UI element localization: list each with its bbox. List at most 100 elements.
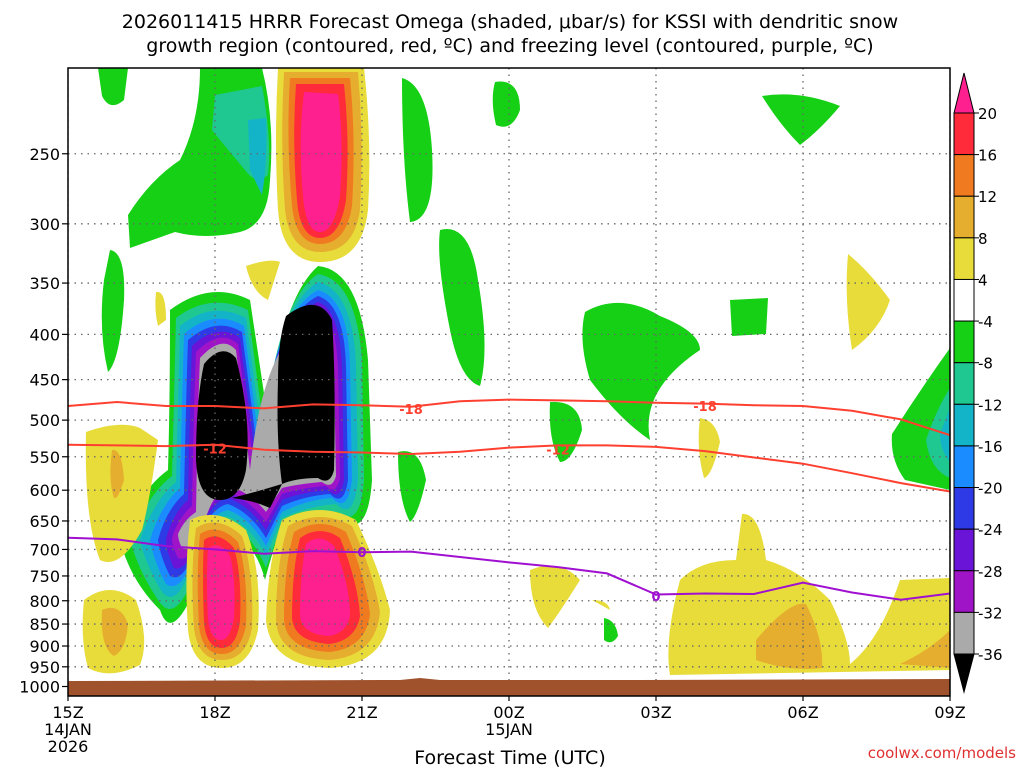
omega-cell-e xyxy=(439,229,485,386)
chart-title-line2: growth region (contoured, red, ºC) and f… xyxy=(146,35,873,57)
isotherm-line-0C xyxy=(68,536,950,601)
x-tick-sublabel-15Z: 14JAN xyxy=(44,720,92,739)
isotherm-line--12C xyxy=(68,443,950,493)
y-tick-label-1000: 1000 xyxy=(19,678,60,697)
y-tick-label-550: 550 xyxy=(29,448,60,467)
isotherm-label-0C-0: 0 xyxy=(357,546,366,561)
colorbar-tick-label--8: -8 xyxy=(978,355,993,373)
x-tick-label-09Z: 09Z xyxy=(934,703,965,722)
colorbar-swatch--4-4 xyxy=(953,278,975,322)
y-tick-label-400: 400 xyxy=(29,325,60,344)
omega-cell-y3 xyxy=(846,254,890,350)
colorbar-swatch--32--28 xyxy=(953,570,975,613)
x-tick-label-00Z: 00Z xyxy=(493,703,524,722)
colorbar-tick-label--12: -12 xyxy=(978,396,1003,414)
omega-low-descent-sfc-left-orange xyxy=(101,607,128,656)
chart-title-line1: 2026011415 HRRR Forecast Omega (shaded, … xyxy=(122,11,898,33)
colorbar-tick-label--32: -32 xyxy=(978,604,1003,622)
y-axis: 250 300 350 400 450 500 550 600 650 700 750 800 850 9… xyxy=(19,145,68,697)
terrain-ground xyxy=(68,678,950,696)
colorbar-swatch--28--24 xyxy=(953,528,975,572)
isotherm-label--18C-0: -18 xyxy=(399,403,423,418)
omega-cell-c xyxy=(402,78,433,222)
y-tick-label-950: 950 xyxy=(29,658,60,677)
x-tick-label-03Z: 03Z xyxy=(640,703,671,722)
y-tick-label-800: 800 xyxy=(29,592,60,611)
y-tick-label-900: 900 xyxy=(29,637,60,656)
isotherm-label--12C-1: -12 xyxy=(546,444,570,459)
x-tick-year-15Z: 2026 xyxy=(48,737,89,756)
omega-low-descent-late-yellow2 xyxy=(592,600,610,610)
y-tick-label-250: 250 xyxy=(29,145,60,164)
y-tick-label-300: 300 xyxy=(29,215,60,234)
omega-cell-l-core xyxy=(926,388,950,478)
colorbar-tick-label--16: -16 xyxy=(978,438,1003,456)
omega-region-upper-ascent-core2 xyxy=(248,118,267,195)
watermark: coolwx.com/models xyxy=(868,744,1016,762)
colorbar: 20 16 12 8 4 -4 -8 -12 -16 -20 -24 -28 -32 -36 xyxy=(953,72,1003,694)
colorbar-swatch--12--8 xyxy=(953,362,975,405)
colorbar-bottom-triangle xyxy=(953,653,975,694)
colorbar-tick-label--20: -20 xyxy=(978,480,1003,498)
omega-cell-y4 xyxy=(698,418,720,478)
colorbar-tick-label-12: 12 xyxy=(978,188,997,206)
x-tick-label-15Z: 15Z xyxy=(52,703,83,722)
omega-region-upper-descent-peak xyxy=(300,92,342,232)
omega-cell-y5 xyxy=(530,565,580,628)
y-tick-label-600: 600 xyxy=(29,481,60,500)
colorbar-swatch-4-8 xyxy=(953,237,975,280)
colorbar-swatch--24--20 xyxy=(953,487,975,530)
x-tick-label-06Z: 06Z xyxy=(787,703,818,722)
omega-mid-ascent-core-right xyxy=(277,304,335,484)
colorbar-tick-label--28: -28 xyxy=(978,563,1003,581)
y-tick-label-700: 700 xyxy=(29,540,60,559)
colorbar-swatch--20--16 xyxy=(953,445,975,489)
colorbar-tick-label--24: -24 xyxy=(978,521,1003,539)
omega-cell-b xyxy=(101,250,125,372)
omega-cell-y2 xyxy=(155,291,166,326)
colorbar-swatch--16--12 xyxy=(953,403,975,447)
isotherm-contours: -18 -18 -12 -12 0 0 xyxy=(68,398,950,605)
omega-low-descent-20z-peak xyxy=(300,538,350,636)
isotherm-line--18C xyxy=(68,398,950,437)
colorbar-tick-label-8: 8 xyxy=(978,230,988,248)
omega-low-descent-left-yellow xyxy=(85,424,158,562)
y-tick-label-650: 650 xyxy=(29,512,60,531)
isotherm-label--12C-0: -12 xyxy=(203,442,227,457)
omega-cell-h xyxy=(730,298,768,336)
y-tick-label-500: 500 xyxy=(29,411,60,430)
colorbar-swatch-12-16 xyxy=(953,154,975,197)
y-tick-label-350: 350 xyxy=(29,274,60,293)
x-tick-label-21Z: 21Z xyxy=(346,703,377,722)
y-tick-label-450: 450 xyxy=(29,371,60,390)
y-tick-label-850: 850 xyxy=(29,615,60,634)
omega-cell-f xyxy=(762,94,840,145)
isotherm-label--18C-1: -18 xyxy=(693,400,717,415)
omega-low-descent-late-yellow xyxy=(668,513,950,675)
x-tick-label-18Z: 18Z xyxy=(199,703,230,722)
omega-shading xyxy=(82,68,950,675)
omega-low-descent-late-orange2 xyxy=(900,630,950,668)
colorbar-swatch--8--4 xyxy=(953,320,975,364)
isotherm-label-0C-1: 0 xyxy=(651,590,660,605)
omega-cell-g xyxy=(582,302,700,440)
colorbar-swatch-8-12 xyxy=(953,195,975,239)
x-axis-label: Forecast Time (UTC) xyxy=(414,747,605,768)
x-tick-sublabel-00Z: 15JAN xyxy=(485,720,533,739)
y-tick-label-750: 750 xyxy=(29,567,60,586)
colorbar-tick-label-20: 20 xyxy=(978,105,997,123)
omega-low-descent-late-orange xyxy=(756,603,823,669)
colorbar-top-triangle xyxy=(953,72,975,114)
omega-cell-y1 xyxy=(246,260,280,300)
colorbar-tick-label-16: 16 xyxy=(978,147,997,165)
colorbar-swatch-16-20 xyxy=(953,112,975,156)
omega-mid-ascent-core-left xyxy=(196,351,248,500)
omega-cell-a xyxy=(98,68,128,106)
omega-cell-i xyxy=(549,401,582,462)
grid-lines xyxy=(68,68,950,696)
colorbar-tick-label--4: -4 xyxy=(978,313,993,331)
colorbar-tick-label--36: -36 xyxy=(978,646,1003,664)
